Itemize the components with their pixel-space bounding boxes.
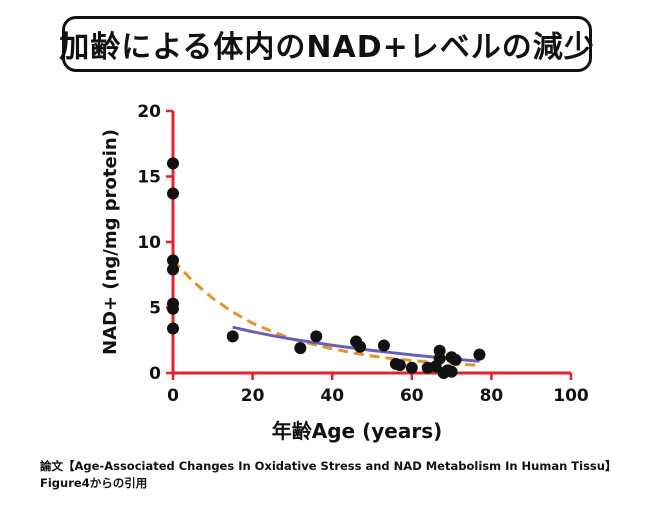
x-tick-label: 0	[167, 386, 179, 406]
source-caption: 論文【Age-Associated Changes In Oxidative S…	[40, 458, 616, 492]
data-point	[167, 302, 179, 315]
data-point	[473, 348, 486, 361]
data-point	[167, 187, 179, 200]
y-tick-label: 10	[137, 233, 161, 253]
data-point	[393, 359, 406, 372]
data-point	[377, 339, 390, 352]
x-tick-label: 100	[553, 386, 589, 406]
data-point	[354, 340, 367, 353]
caption-line-2: Figure4からの引用	[40, 476, 148, 490]
data-point	[445, 365, 458, 378]
fit-curve-purple	[232, 325, 480, 363]
caption-line-1: 論文【Age-Associated Changes In Oxidative S…	[40, 459, 617, 473]
data-point	[167, 322, 179, 335]
chart-title-box: 加齢による体内のNAD+レベルの減少	[59, 16, 595, 72]
data-point	[226, 330, 239, 343]
y-axis-label: NAD+ (ng/mg protein)	[100, 129, 121, 355]
x-tick-label: 80	[480, 386, 504, 406]
data-point	[310, 330, 323, 343]
x-tick-label: 60	[400, 386, 424, 406]
y-tick-label: 20	[137, 102, 161, 122]
y-tick-label: 0	[149, 364, 161, 384]
x-tick-label: 20	[241, 386, 265, 406]
x-tick-label: 40	[320, 386, 344, 406]
x-axis-label: 年齢Age (years)	[272, 419, 442, 443]
fit-curve-orange-dashed	[171, 259, 480, 367]
data-point	[449, 353, 462, 366]
data-point	[167, 263, 179, 276]
data-point	[294, 342, 307, 355]
y-tick-label: 5	[149, 299, 161, 319]
data-point	[405, 361, 418, 374]
data-point	[167, 254, 179, 267]
data-point	[433, 352, 446, 365]
chart-title: 加齢による体内のNAD+レベルの減少	[59, 30, 595, 65]
y-tick-label: 15	[137, 168, 161, 188]
data-point	[167, 157, 179, 170]
